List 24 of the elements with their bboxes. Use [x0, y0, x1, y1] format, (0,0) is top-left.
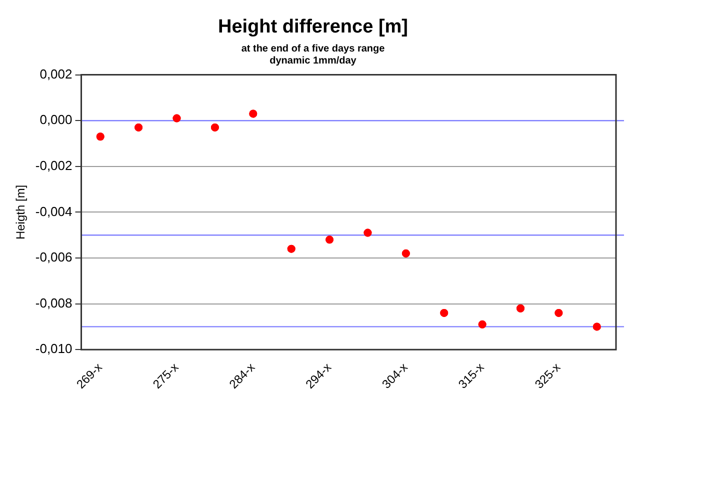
y-tick-label: -0,010: [35, 341, 72, 356]
point: [440, 308, 448, 317]
y-tick-label: -0,008: [35, 295, 72, 310]
point: [172, 114, 181, 122]
point: [364, 228, 372, 237]
chart-subtitle: at the end of a five days range dynamic 1mm/day: [241, 44, 386, 67]
point: [516, 304, 525, 312]
y-tick-label: 0,000: [40, 112, 72, 128]
point: [592, 322, 601, 331]
point: [402, 249, 410, 258]
y-axis-title: Heigth [m]: [14, 184, 28, 240]
point: [326, 236, 334, 244]
chart-title: Height difference [m]: [218, 16, 408, 38]
point: [554, 308, 563, 317]
y-tick-label: -0,006: [35, 250, 72, 265]
y-tick-label: -0,004: [35, 204, 72, 219]
y-tick-label: 0,002: [40, 66, 72, 82]
point: [96, 132, 104, 141]
point: [287, 244, 296, 253]
point: [249, 110, 258, 118]
point: [134, 123, 143, 132]
point: [210, 123, 219, 132]
point: [478, 320, 486, 328]
y-tick-label: -0,002: [35, 158, 72, 173]
